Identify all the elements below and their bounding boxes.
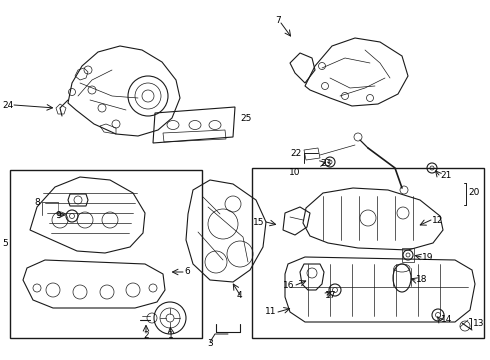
Text: 3: 3: [207, 339, 213, 348]
Text: 20: 20: [468, 188, 479, 197]
Text: 6: 6: [184, 267, 190, 276]
Text: 21: 21: [440, 171, 451, 180]
Bar: [10, 170, 202, 338]
Text: 23: 23: [320, 158, 331, 167]
Text: 19: 19: [422, 252, 434, 261]
Text: 18: 18: [416, 275, 427, 284]
Text: 16: 16: [283, 280, 294, 289]
Text: 17: 17: [325, 292, 337, 301]
Text: 5: 5: [2, 239, 8, 248]
Text: 4: 4: [237, 291, 243, 300]
Text: 7: 7: [275, 15, 281, 24]
Text: 12: 12: [432, 216, 443, 225]
Text: 1: 1: [168, 330, 174, 339]
Text: 2: 2: [143, 330, 149, 339]
Text: 22: 22: [291, 149, 302, 158]
Text: 10: 10: [289, 167, 301, 176]
Text: 14: 14: [441, 315, 452, 324]
Text: 25: 25: [240, 113, 251, 122]
Text: 13: 13: [473, 319, 485, 328]
Bar: [252, 168, 484, 338]
Text: 9: 9: [55, 211, 61, 220]
Text: 8: 8: [34, 198, 40, 207]
Text: 24: 24: [2, 100, 13, 109]
Text: 15: 15: [252, 217, 264, 226]
Text: 11: 11: [265, 307, 276, 316]
